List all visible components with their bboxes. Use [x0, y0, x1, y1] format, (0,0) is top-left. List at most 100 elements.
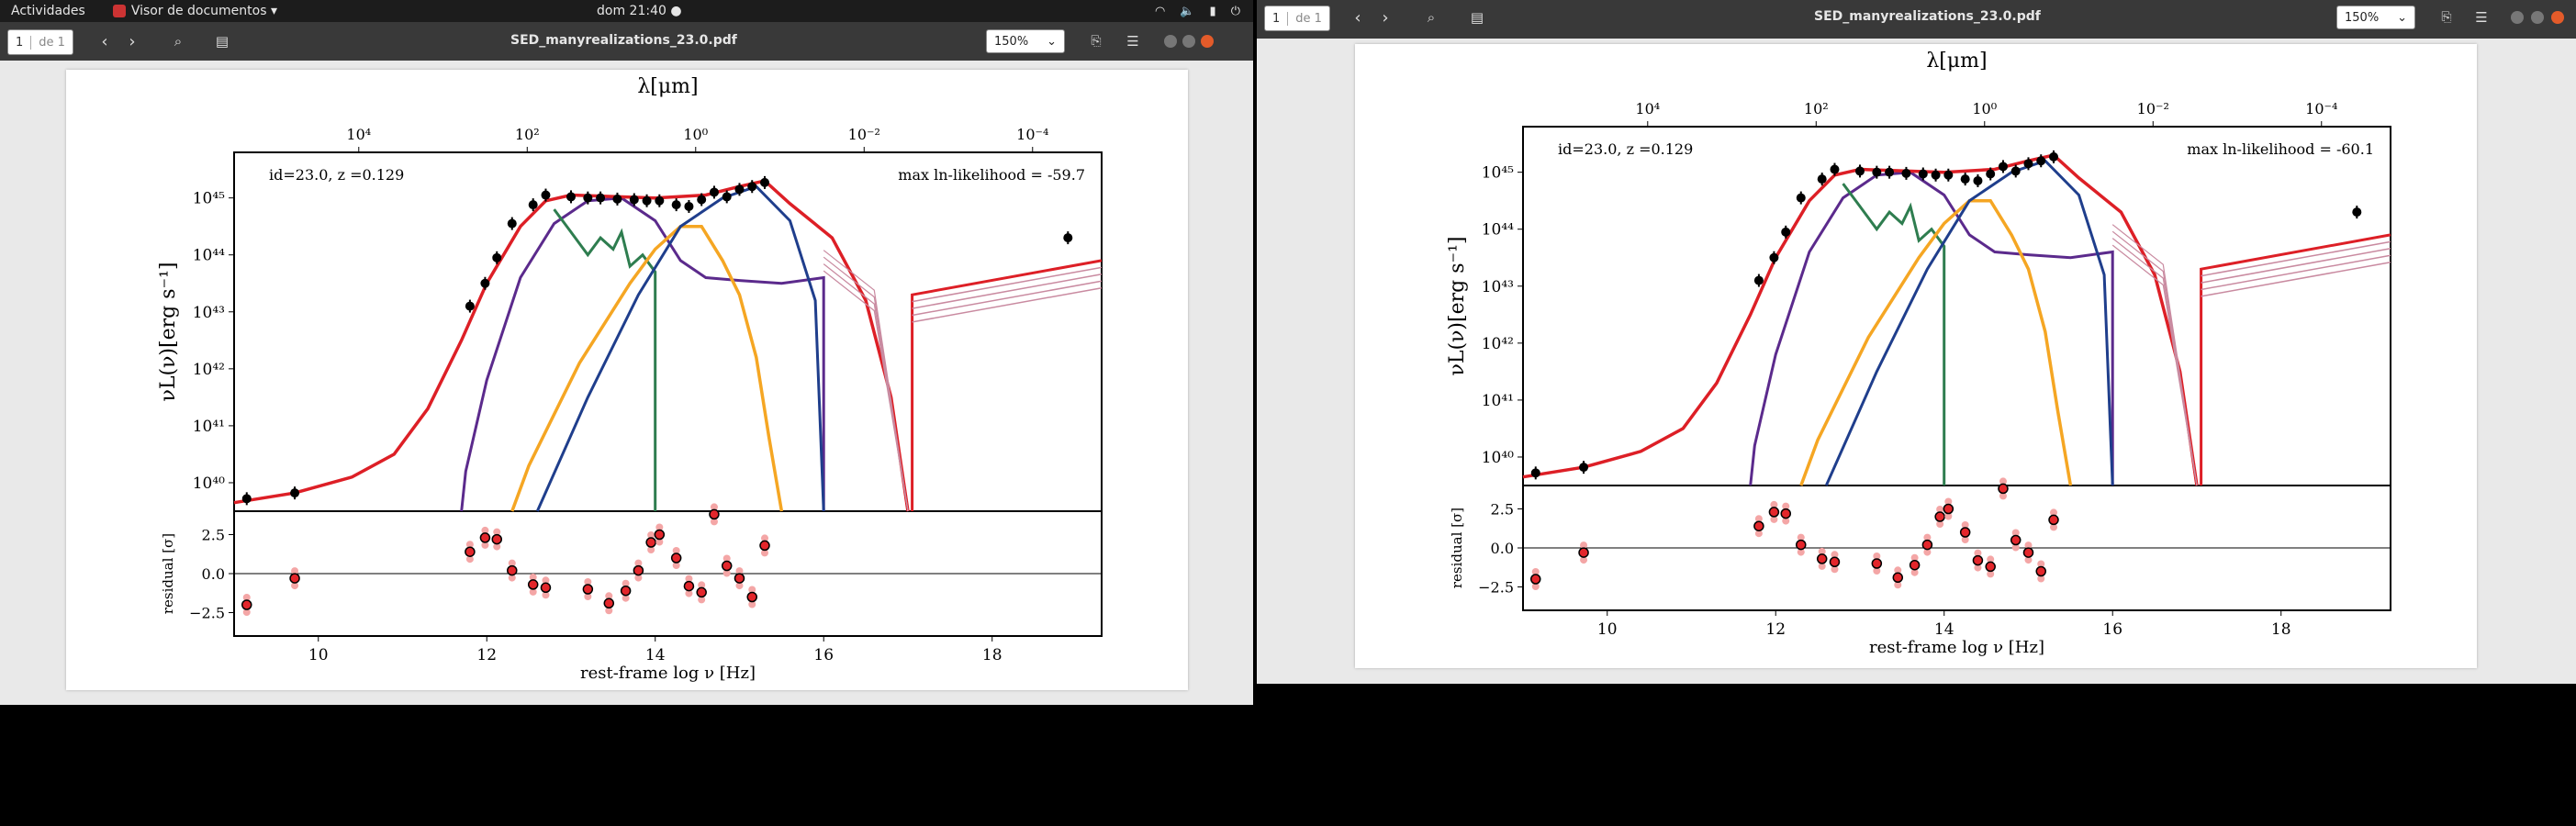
bbb-curve	[535, 184, 825, 512]
sed-data-point	[596, 193, 606, 203]
uv-realization	[823, 270, 909, 512]
y-tick-label: 10⁴⁵	[193, 190, 225, 208]
starburst-curve	[1842, 183, 1946, 486]
page-selector[interactable]: 1 de 1	[1264, 6, 1330, 31]
top-tick-label: 10⁻²	[2137, 100, 2169, 117]
residual-point	[1934, 511, 1945, 522]
residual-realization	[1999, 477, 2007, 486]
sed-data-point	[642, 195, 652, 206]
sed-data-point	[1998, 162, 2008, 172]
x-axis-label: rest-frame log ν [Hz]	[580, 664, 756, 683]
residual-point	[654, 529, 666, 541]
document-window-left: 1 de 1 ‹ › ⌕ ▤ SED_manyrealizations_23.0…	[0, 22, 1253, 705]
zoom-value: 150%	[2345, 10, 2380, 25]
residual-realization	[672, 562, 680, 569]
prev-page-button[interactable]: ‹	[101, 31, 108, 51]
maximize-button[interactable]	[2531, 11, 2544, 24]
search-icon[interactable]: ⌕	[1427, 9, 1436, 26]
residual-realization	[1831, 551, 1839, 559]
prev-page-button[interactable]: ‹	[1354, 7, 1361, 28]
annotate-icon[interactable]: ⎘	[2441, 10, 2452, 25]
power-icon: ⏻	[1230, 4, 1240, 18]
system-tray[interactable]: ◠ 🔈 ▮ ⏻	[1155, 5, 1240, 18]
residual-point	[1578, 547, 1589, 558]
residual-point	[759, 540, 770, 552]
agn-torus-curve	[460, 196, 825, 512]
page-current[interactable]: 1	[1272, 11, 1281, 26]
activities-button[interactable]: Actividades	[11, 4, 85, 18]
residual-realization	[685, 589, 693, 597]
residual-realization	[1770, 500, 1778, 508]
residual-point	[1909, 559, 1921, 571]
residual-point	[289, 573, 300, 584]
y-tick-label: 10⁴³	[1482, 278, 1514, 296]
sed-data-point	[492, 252, 502, 262]
residual-point	[2010, 534, 2022, 546]
sed-data-point	[747, 182, 757, 192]
minimize-button[interactable]	[1164, 35, 1177, 48]
y-tick-label: 10⁴¹	[1482, 392, 1514, 410]
residual-realization	[1944, 512, 1953, 520]
search-icon[interactable]: ⌕	[174, 33, 183, 50]
xray-realization	[912, 266, 1103, 303]
residual-point	[620, 585, 632, 597]
sed-data-point	[528, 200, 538, 210]
maximize-button[interactable]	[1182, 35, 1195, 48]
menu-icon[interactable]: ☰	[2475, 9, 2488, 26]
res-tick-label: 2.5	[1491, 501, 1514, 519]
page-current[interactable]: 1	[16, 35, 24, 50]
uv-realization	[2111, 224, 2198, 486]
close-button[interactable]	[1201, 35, 1214, 48]
residual-realization	[1974, 549, 1982, 557]
residual-realization	[761, 534, 769, 542]
pdf-page: id=23.0, z =0.129 max ln-likelihood = -59…	[66, 70, 1188, 690]
residual-realization	[1754, 530, 1763, 538]
residual-realization	[1818, 562, 1826, 570]
residual-realization	[672, 547, 680, 554]
sed-data-point	[1753, 275, 1764, 285]
xray-realization	[2201, 240, 2391, 277]
residual-point	[2022, 547, 2034, 558]
sed-data-point	[671, 200, 681, 210]
x-tick-label: 12	[1765, 620, 1786, 639]
clock[interactable]: dom 21:40 ●	[597, 4, 682, 18]
close-button[interactable]	[2551, 11, 2564, 24]
sed-panel-frame	[233, 151, 1103, 512]
res-tick-label: −2.5	[189, 605, 225, 622]
uv-realization	[823, 250, 909, 512]
chevron-down-icon: ⌄	[2397, 10, 2407, 25]
y-tick-label: 10⁴⁴	[193, 247, 225, 265]
next-page-button[interactable]: ›	[1382, 7, 1389, 28]
sed-data-point	[2049, 151, 2059, 162]
y-tick-label: 10⁴⁰	[1482, 449, 1514, 467]
residual-realization	[1961, 521, 1969, 529]
xray-realization	[2201, 248, 2391, 284]
minimize-button[interactable]	[2511, 11, 2524, 24]
bbb-curve	[1824, 159, 2114, 486]
residual-realization	[748, 586, 756, 594]
sed-data-point	[1931, 170, 1941, 180]
zoom-select[interactable]: 150% ⌄	[986, 29, 1065, 53]
residual-realization	[291, 582, 299, 590]
residual-point	[241, 599, 252, 610]
residual-realization	[508, 574, 516, 582]
sidebar-toggle-icon[interactable]: ▤	[215, 33, 230, 50]
xray-realization	[912, 273, 1103, 309]
residual-realization	[685, 575, 693, 583]
sed-data-point	[612, 194, 622, 204]
annotate-icon[interactable]: ⎘	[1091, 34, 1102, 49]
app-menu[interactable]: Visor de documentos ▾	[112, 4, 277, 18]
xray-realization	[2201, 254, 2391, 291]
menu-icon[interactable]: ☰	[1126, 33, 1139, 50]
sidebar-toggle-icon[interactable]: ▤	[1470, 9, 1484, 26]
zoom-select[interactable]: 150% ⌄	[2336, 6, 2415, 29]
residual-realization	[1754, 515, 1763, 523]
residual-realization	[584, 593, 592, 600]
next-page-button[interactable]: ›	[129, 31, 136, 51]
res-tick-label: 0.0	[1491, 540, 1514, 557]
sed-data-point	[566, 192, 576, 202]
page-selector[interactable]: 1 de 1	[7, 29, 73, 55]
agn-torus-curve	[1749, 171, 2114, 486]
residual-point	[540, 582, 552, 594]
residual-realization	[698, 596, 706, 604]
